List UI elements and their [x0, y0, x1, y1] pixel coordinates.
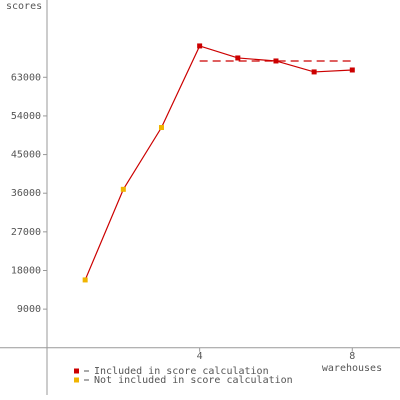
y-tick-label: 54000 — [11, 111, 41, 122]
y-tick-label: 63000 — [11, 72, 41, 83]
legend-marker — [74, 368, 79, 374]
x-tick-label: 8 — [349, 351, 355, 362]
y-axis-label: scores — [6, 1, 42, 12]
legend-label: Not included in score calculation — [94, 375, 293, 386]
data-point — [349, 67, 355, 73]
data-line — [84, 45, 353, 281]
data-point — [120, 186, 126, 192]
data-point — [158, 125, 164, 131]
y-tick-label: 9000 — [17, 304, 41, 315]
data-point — [197, 43, 203, 49]
data-point — [82, 277, 88, 283]
y-tick-label: 27000 — [11, 227, 41, 238]
data-point — [235, 55, 241, 61]
legend-label: Included in score calculation — [94, 366, 269, 377]
y-tick-label: 18000 — [11, 265, 41, 276]
y-tick-label: 36000 — [11, 188, 41, 199]
data-point — [273, 58, 279, 64]
legend-marker — [74, 377, 79, 383]
y-tick-label: 45000 — [11, 150, 41, 161]
x-tick-label: 4 — [197, 351, 203, 362]
data-point — [311, 69, 317, 75]
x-axis-label: warehouses — [322, 363, 382, 374]
